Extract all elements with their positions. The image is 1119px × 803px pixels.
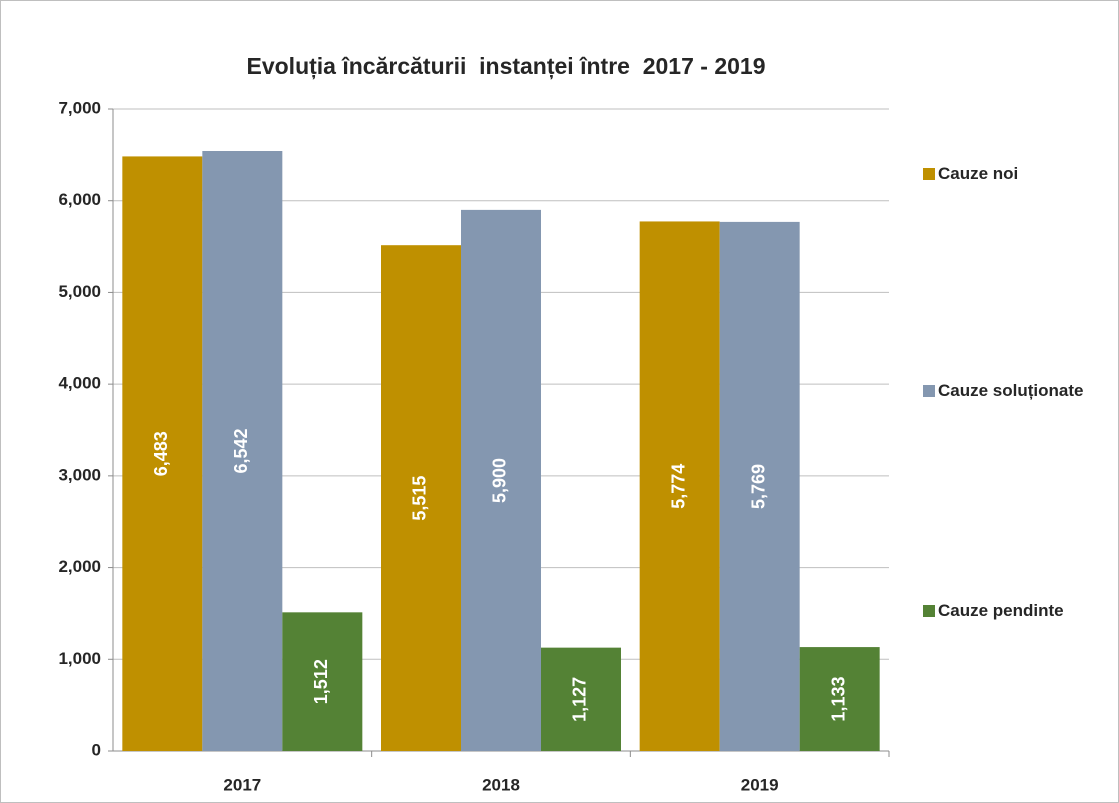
y-tick-label: 6,000 (58, 190, 101, 209)
data-label: 1,512 (311, 659, 331, 704)
legend-label: Cauze noi (938, 164, 1019, 183)
y-tick-label: 1,000 (58, 649, 101, 668)
data-label: 6,483 (151, 431, 171, 476)
y-tick-label: 5,000 (58, 282, 101, 301)
data-label: 6,542 (231, 428, 251, 473)
y-tick-label: 4,000 (58, 374, 101, 393)
bar (461, 209, 541, 751)
y-tick-label: 3,000 (58, 465, 101, 484)
y-tick-label: 0 (92, 740, 101, 759)
data-label: 5,900 (490, 458, 510, 503)
bar (719, 221, 800, 752)
bar (381, 245, 461, 751)
bar (202, 151, 283, 752)
legend-swatch (923, 168, 935, 180)
data-label: 5,769 (748, 464, 768, 509)
chart-title: Evoluția încărcăturii instanței între 20… (247, 53, 766, 80)
x-tick-label: 2017 (223, 775, 261, 794)
bar (122, 156, 203, 752)
y-tick-label: 2,000 (58, 557, 101, 576)
data-label: 5,774 (668, 464, 688, 509)
data-label: 5,515 (410, 476, 430, 521)
bar (799, 647, 880, 751)
legend-swatch (923, 605, 935, 617)
x-tick-label: 2018 (482, 775, 520, 794)
x-tick-label: 2019 (741, 775, 779, 794)
data-label: 1,127 (570, 677, 590, 722)
bar (282, 612, 363, 751)
legend-swatch (923, 385, 935, 397)
legend-label: Cauze soluționate (938, 381, 1084, 400)
legend-label: Cauze pendinte (938, 601, 1064, 620)
bar (639, 221, 720, 751)
y-tick-label: 7,000 (58, 98, 101, 117)
bar (541, 647, 621, 751)
data-label: 1,133 (828, 677, 848, 722)
